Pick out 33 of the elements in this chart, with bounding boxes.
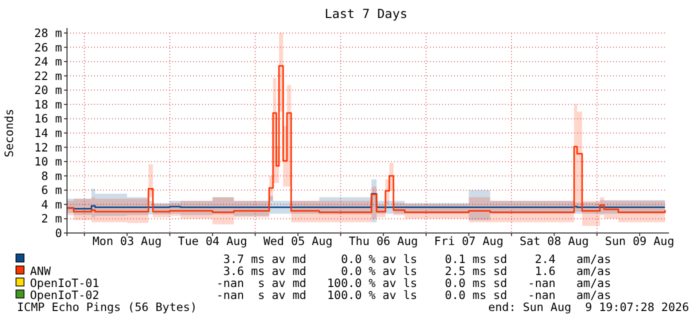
x-tick-label: Sat 08 Aug — [520, 234, 589, 248]
y-tick-label: 0 — [55, 226, 62, 240]
y-tick-label: 6 m — [41, 183, 62, 198]
y-tick-label: 18 m — [34, 97, 62, 112]
y-tick-label: 12 m — [34, 140, 62, 154]
chart-title: Last 7 Days — [324, 6, 408, 21]
text: end: Sun Aug 9 19:07:28 2026 — [488, 300, 690, 314]
text: -nan s av md 100.0 % av ls 0.0 ms sd -nan am/as — [216, 288, 611, 302]
y-tick-label: 16 m — [34, 112, 62, 126]
x-tick-label: Mon 03 Aug — [92, 234, 162, 248]
x-tick-label: Sun 09 Aug — [605, 234, 674, 248]
y-tick-label: 2 m — [41, 212, 62, 226]
text: ICMP Echo Pings (56 Bytes) — [17, 300, 198, 314]
y-tick-label: 26 m — [34, 40, 62, 54]
legend-label: ANW — [30, 264, 51, 278]
y-tick-label: 4 m — [41, 197, 62, 212]
y-tick-label: 20 m — [34, 83, 62, 98]
text: 3.7 ms av md 0.0 % av ls 0.1 ms sd 2.4 am/as — [223, 252, 611, 266]
y-tick-label: 14 m — [34, 126, 62, 140]
text: 3.6 ms av md 0.0 % av ls 2.5 ms sd 1.6 am/as — [223, 264, 611, 278]
y-tick-label: 8 m — [41, 168, 62, 183]
legend-label: OpenIoT-02 — [30, 288, 100, 302]
y-tick-label: 24 m — [34, 54, 62, 69]
y-tick-label: 10 m — [34, 154, 62, 169]
text: -nan s av md 100.0 % av ls 0.0 ms sd -nan am/as — [216, 276, 611, 290]
y-axis-title: Seconds — [2, 108, 16, 158]
y-tick-label: 22 m — [34, 68, 62, 83]
legend-label: OpenIoT-01 — [30, 276, 100, 290]
x-tick-label: Fri 07 Aug — [434, 234, 504, 248]
x-tick-label: Tue 04 Aug — [178, 234, 248, 248]
x-tick-label: Thu 06 Aug — [348, 234, 418, 248]
y-tick-label: 28 m — [34, 26, 62, 40]
x-tick-label: Wed 05 Aug — [263, 234, 333, 248]
